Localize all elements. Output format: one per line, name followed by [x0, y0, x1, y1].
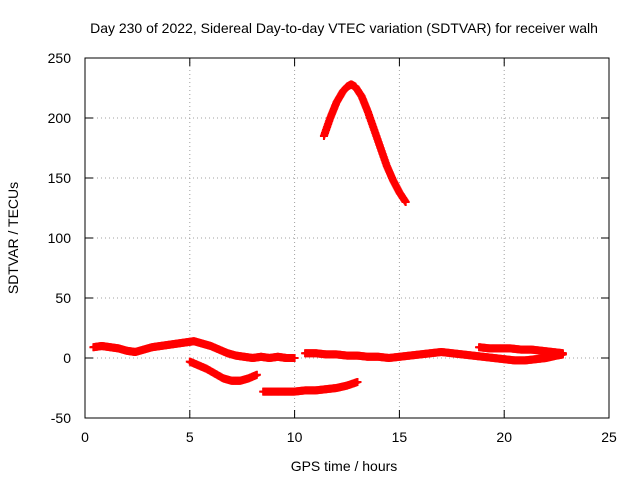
- data-points: [89, 80, 567, 396]
- y-tick-label: 250: [48, 50, 72, 66]
- series-arc-neg-dip: [185, 357, 261, 385]
- series-arc-high: [319, 80, 410, 206]
- data-point: [252, 370, 261, 379]
- series-arc-neg-low: [259, 378, 362, 396]
- data-point: [558, 349, 567, 358]
- y-tick-label: 150: [48, 170, 72, 186]
- y-tick-label: -50: [51, 410, 71, 426]
- x-tick-label: 10: [287, 429, 303, 445]
- y-axis-label: SDTVAR / TECUs: [5, 182, 21, 294]
- data-point: [353, 378, 362, 386]
- data-point: [401, 198, 410, 206]
- tick-labels: 0 5 10 15 20 25 -50 0 50 100 150 200 250: [48, 50, 617, 445]
- plot-border: [84, 57, 610, 419]
- axis-ticks: [84, 57, 610, 419]
- series-arc-baseline-left: [89, 337, 299, 362]
- x-tick-label: 20: [496, 429, 512, 445]
- x-tick-label: 5: [186, 429, 194, 445]
- x-tick-label: 15: [392, 429, 408, 445]
- y-tick-label: 0: [63, 350, 71, 366]
- data-point: [290, 354, 299, 362]
- chart-title: Day 230 of 2022, Sidereal Day-to-day VTE…: [90, 20, 598, 36]
- x-tick-label: 0: [81, 429, 89, 445]
- gridlines: [85, 58, 609, 418]
- x-tick-label: 25: [601, 429, 617, 445]
- y-tick-label: 100: [48, 230, 72, 246]
- x-axis-label: GPS time / hours: [291, 458, 398, 474]
- series-arc-upper-right: [475, 343, 567, 358]
- y-tick-label: 200: [48, 110, 72, 126]
- y-tick-label: 50: [55, 290, 71, 306]
- plot-frame: [84, 57, 610, 419]
